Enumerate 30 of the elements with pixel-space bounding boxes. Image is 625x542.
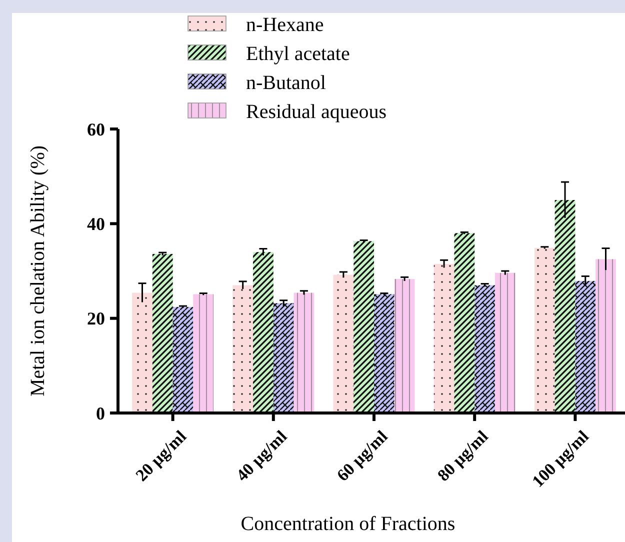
bar (354, 241, 374, 413)
bar (273, 303, 294, 413)
bar (575, 280, 596, 413)
legend-label: Residual aqueous (246, 101, 387, 123)
bar (193, 294, 214, 413)
bar (394, 279, 415, 413)
bar (596, 259, 616, 413)
y-tick-label: 0 (96, 403, 105, 424)
bar (554, 200, 576, 413)
y-tick-label: 60 (87, 119, 105, 140)
bar (172, 306, 194, 413)
bar (474, 285, 495, 413)
bar (374, 294, 394, 413)
bar (434, 264, 454, 413)
bar (294, 292, 314, 413)
x-axis-title: Concentration of Fractions (240, 513, 456, 535)
y-axis-title: Metal ion chelation Ability (%) (27, 145, 49, 397)
bar (333, 274, 354, 413)
y-tick-label: 40 (87, 214, 105, 234)
legend-label: n-Butanol (246, 72, 326, 94)
bar (454, 233, 475, 413)
legend-label: Ethyl acetate (246, 43, 350, 65)
bar (232, 285, 254, 413)
bar (253, 252, 274, 413)
y-tick-label: 20 (87, 308, 105, 329)
legend-label: n-Hexane (246, 14, 324, 36)
bar (152, 254, 173, 413)
bar (534, 248, 555, 413)
bar (494, 272, 516, 413)
bar (132, 292, 152, 413)
